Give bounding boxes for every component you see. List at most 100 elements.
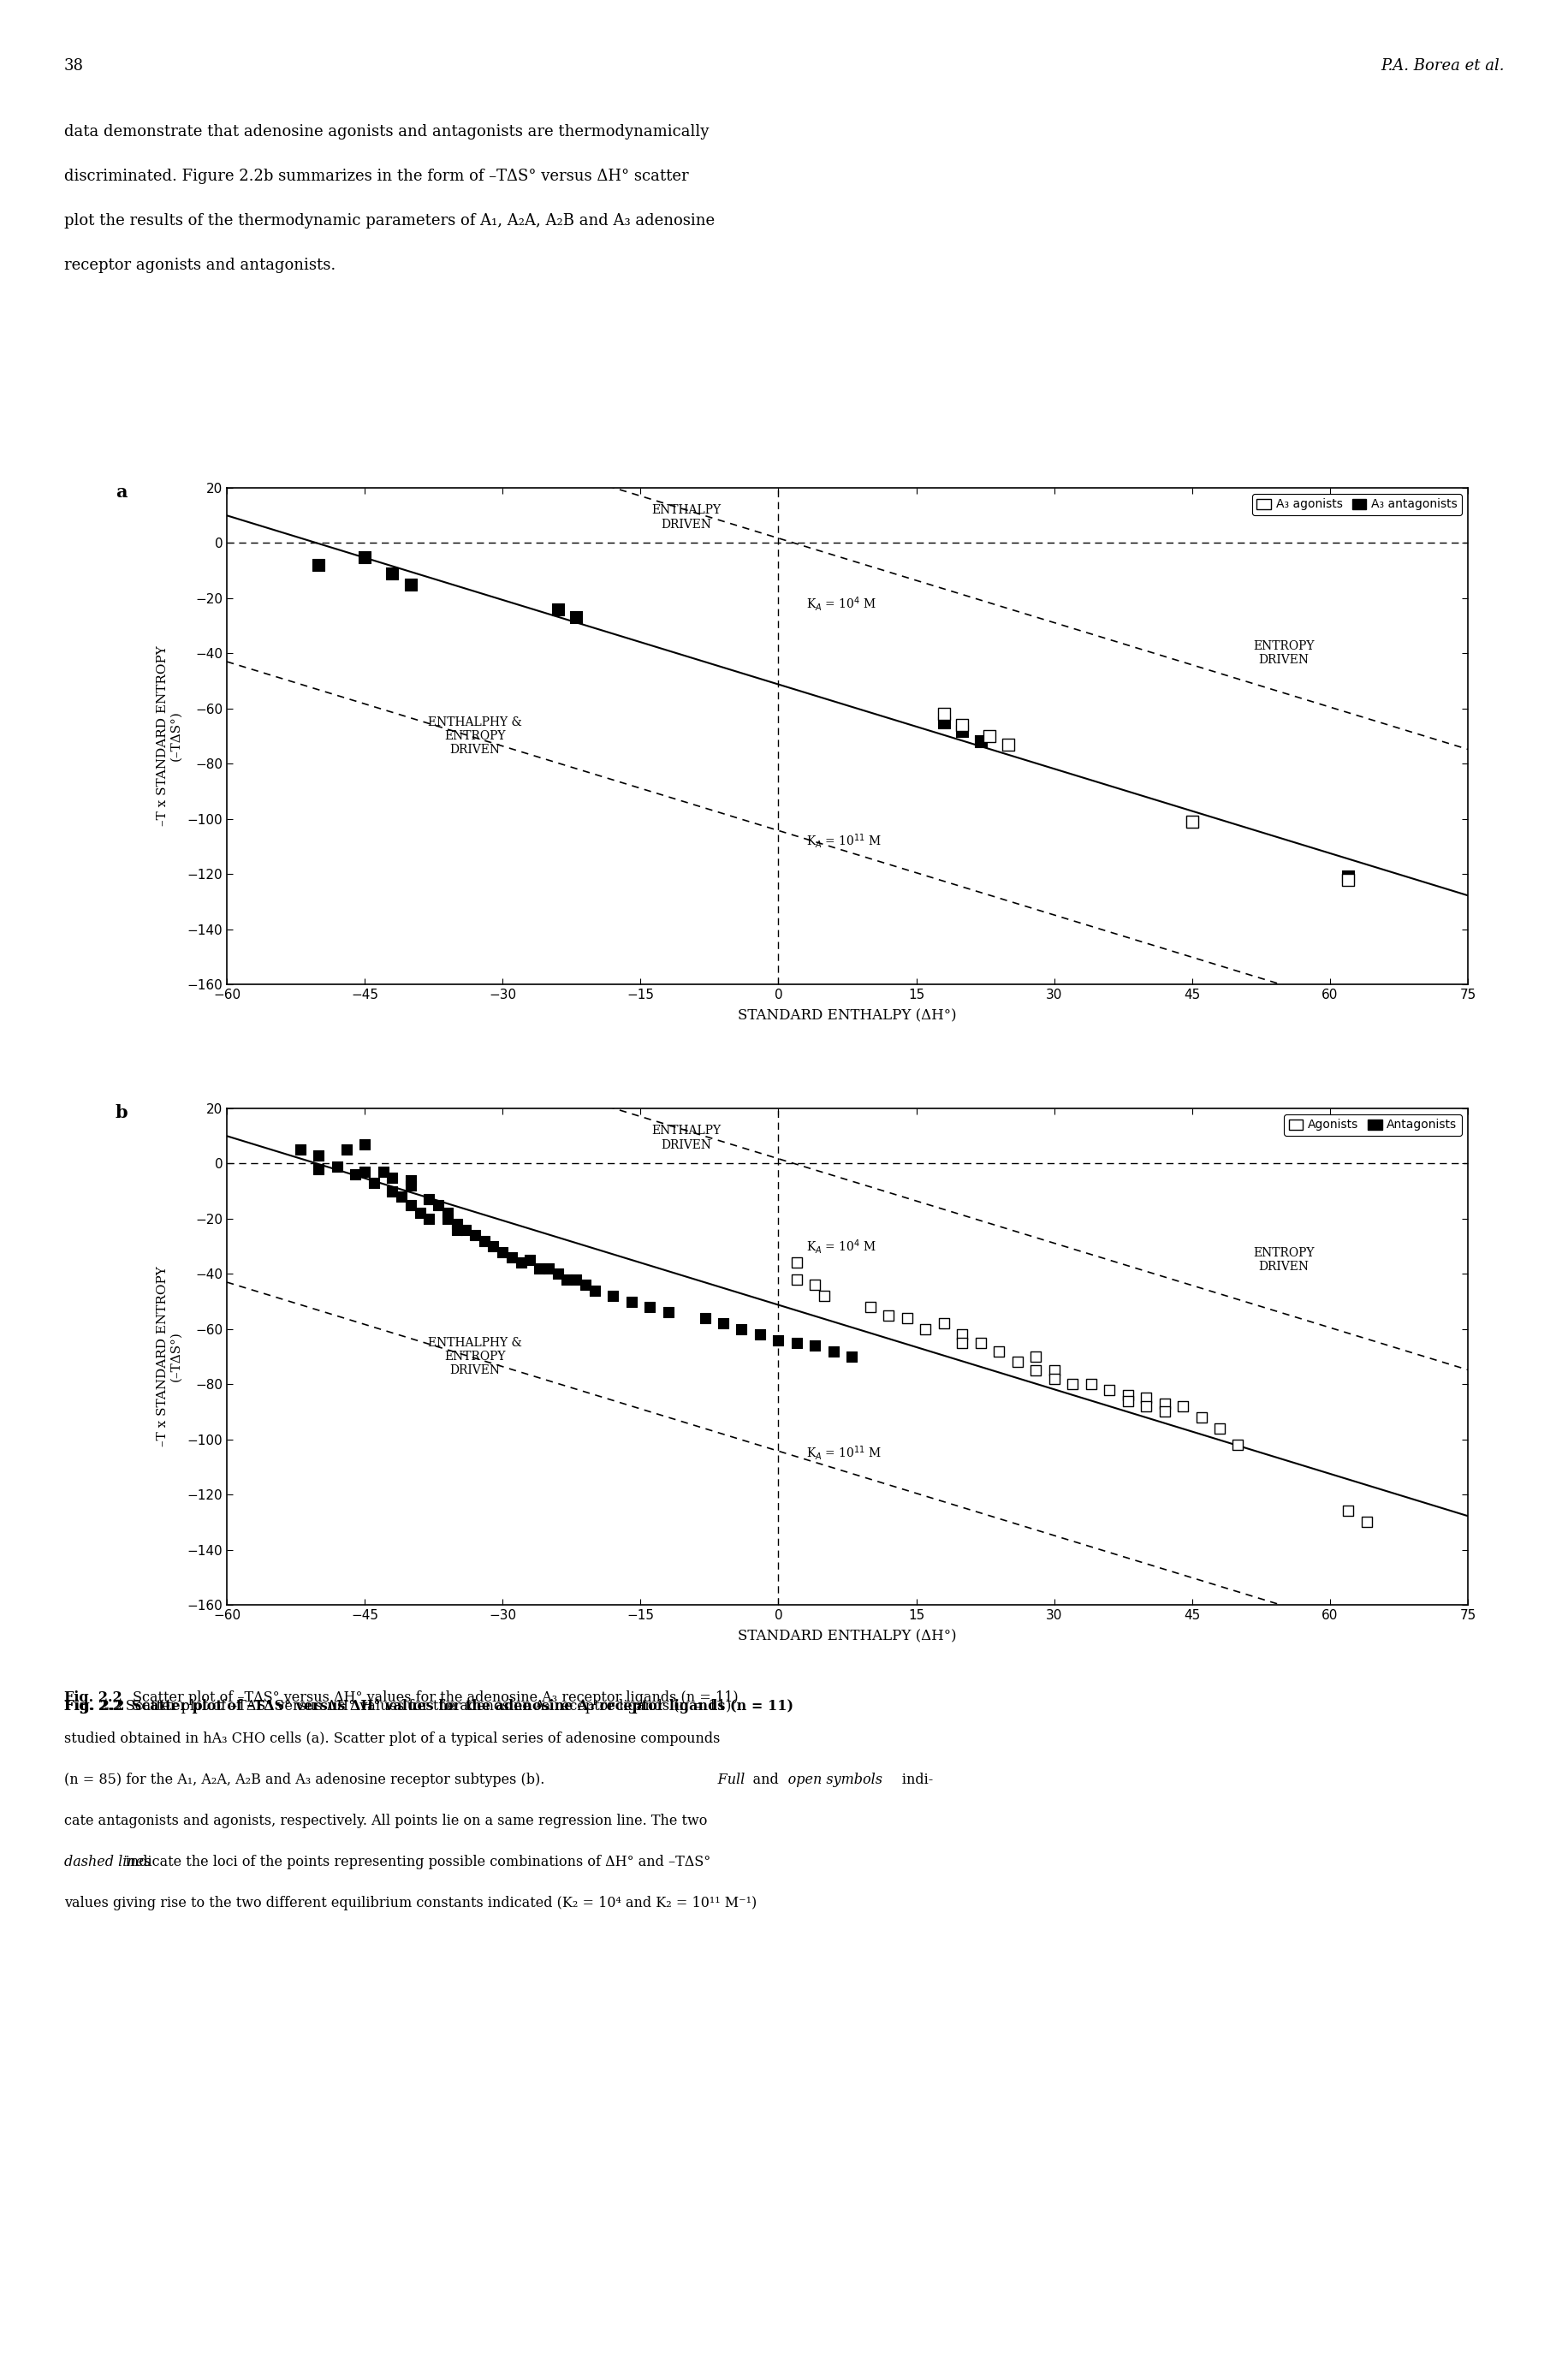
Point: [949, 1323, 974, 1361]
Point: [996, 725, 1021, 763]
Point: [931, 1304, 956, 1342]
Text: Fig. 2.2: Fig. 2.2: [64, 1699, 124, 1713]
Text: ENTHALPHY &
ENTROPY
DRIVEN: ENTHALPHY & ENTROPY DRIVEN: [428, 1338, 522, 1376]
Text: ENTHALPY
DRIVEN: ENTHALPY DRIVEN: [651, 504, 721, 530]
Point: [967, 722, 993, 760]
Text: receptor agonists and antagonists.: receptor agonists and antagonists.: [64, 257, 336, 273]
Point: [408, 1195, 433, 1233]
Text: (n = 85) for the A₁, A₂A, A₂B and A₃ adenosine receptor subtypes (b).: (n = 85) for the A₁, A₂A, A₂B and A₃ ade…: [64, 1772, 552, 1787]
Point: [1134, 1388, 1159, 1426]
Point: [1334, 860, 1359, 898]
Point: [618, 1283, 643, 1321]
Point: [489, 1233, 514, 1271]
Point: [913, 1309, 938, 1347]
Point: [527, 1250, 552, 1288]
Point: [434, 1200, 459, 1238]
X-axis label: STANDARD ENTHALPY (ΔH°): STANDARD ENTHALPY (ΔH°): [737, 1630, 956, 1644]
Point: [967, 1323, 993, 1361]
Point: [306, 1136, 331, 1174]
Point: [361, 1164, 386, 1202]
Point: [563, 1259, 588, 1297]
Point: [546, 589, 571, 627]
Legend: A₃ agonists, A₃ antagonists: A₃ agonists, A₃ antagonists: [1251, 494, 1461, 516]
Y-axis label: –T x STANDARD ENTROPY
(–TΔS°): –T x STANDARD ENTROPY (–TΔS°): [157, 1266, 182, 1447]
Point: [572, 1266, 597, 1304]
Point: [1005, 1342, 1030, 1380]
Point: [1096, 1371, 1121, 1409]
X-axis label: STANDARD ENTHALPY (ΔH°): STANDARD ENTHALPY (ΔH°): [737, 1007, 956, 1024]
Point: [463, 1217, 488, 1255]
Text: K$_A$ = 10$^{11}$ M: K$_A$ = 10$^{11}$ M: [806, 1445, 881, 1461]
Point: [343, 1155, 368, 1193]
Point: [398, 565, 423, 604]
Text: ENTHALPHY &
ENTROPY
DRIVEN: ENTHALPHY & ENTROPY DRIVEN: [428, 715, 522, 756]
Point: [398, 1162, 423, 1200]
Text: plot the results of the thermodynamic parameters of A₁, A₂A, A₂B and A₃ adenosin: plot the results of the thermodynamic pa…: [64, 214, 715, 228]
Point: [563, 599, 588, 637]
Point: [655, 1293, 681, 1331]
Point: [444, 1212, 469, 1250]
Point: [875, 1297, 900, 1335]
Point: [949, 706, 974, 744]
Point: [1041, 1352, 1066, 1390]
Text: data demonstrate that adenosine agonists and antagonists are thermodynamically: data demonstrate that adenosine agonists…: [64, 124, 709, 140]
Point: [379, 554, 405, 592]
Text: a: a: [116, 485, 127, 501]
Point: [729, 1309, 754, 1347]
Point: [398, 1186, 423, 1224]
Point: [325, 1148, 350, 1186]
Point: [453, 1212, 478, 1250]
Point: [637, 1288, 662, 1326]
Point: [784, 1323, 809, 1361]
Point: [1179, 803, 1204, 841]
Text: indicate the loci of the points representing possible combinations of ΔH° and –T: indicate the loci of the points represen…: [64, 1856, 710, 1870]
Point: [1334, 858, 1359, 896]
Point: [1170, 1388, 1195, 1426]
Point: [379, 1159, 405, 1198]
Point: [977, 718, 1002, 756]
Text: values giving rise to the two different equilibrium constants indicated (K₂ = 10: values giving rise to the two different …: [64, 1896, 756, 1910]
Text: ENTHALPY
DRIVEN: ENTHALPY DRIVEN: [651, 1124, 721, 1150]
Point: [351, 537, 376, 575]
Point: [416, 1200, 441, 1238]
Text: discriminated. Figure 2.2b summarizes in the form of –TΔS° versus ΔH° scatter: discriminated. Figure 2.2b summarizes in…: [64, 169, 688, 183]
Text: K$_A$ = 10$^4$ M: K$_A$ = 10$^4$ M: [806, 1238, 877, 1255]
Legend: Agonists, Antagonists: Agonists, Antagonists: [1283, 1114, 1461, 1136]
Point: [1060, 1366, 1085, 1404]
Point: [472, 1221, 497, 1259]
Point: [1022, 1338, 1047, 1376]
Text: b: b: [116, 1105, 129, 1121]
Point: [582, 1271, 607, 1309]
Point: [536, 1250, 561, 1288]
Point: [1077, 1366, 1102, 1404]
Text: Scatter plot of –TΔS° versus ΔH° values for the adenosine A₃ receptor ligands (n: Scatter plot of –TΔS° versus ΔH° values …: [64, 1699, 731, 1713]
Point: [1151, 1385, 1176, 1423]
Point: [1151, 1392, 1176, 1430]
Point: [601, 1276, 626, 1314]
Point: [1115, 1383, 1140, 1421]
Point: [691, 1300, 717, 1338]
Point: [508, 1245, 533, 1283]
Point: [416, 1181, 441, 1219]
Point: [710, 1304, 735, 1342]
Point: [334, 1131, 359, 1169]
Point: [1022, 1352, 1047, 1390]
Text: Scatter plot of –TΔS° versus ΔH° values for the adenosine A₃ receptor ligands (n: Scatter plot of –TΔS° versus ΔH° values …: [133, 1689, 739, 1706]
Point: [894, 1300, 919, 1338]
Point: [784, 1245, 809, 1283]
Point: [949, 710, 974, 748]
Text: K$_A$ = 10$^{11}$ M: K$_A$ = 10$^{11}$ M: [806, 832, 881, 851]
Point: [444, 1205, 469, 1243]
Point: [803, 1326, 828, 1364]
Point: [517, 1240, 543, 1278]
Point: [425, 1186, 450, 1224]
Point: [931, 696, 956, 734]
Point: [398, 1167, 423, 1205]
Point: [1225, 1426, 1250, 1464]
Text: and: and: [64, 1772, 782, 1787]
Text: dashed lines: dashed lines: [64, 1856, 151, 1870]
Y-axis label: –T x STANDARD ENTROPY
(–TΔS°): –T x STANDARD ENTROPY (–TΔS°): [157, 646, 182, 827]
Point: [1134, 1378, 1159, 1416]
Text: Full: Full: [64, 1772, 745, 1787]
Point: [306, 1150, 331, 1188]
